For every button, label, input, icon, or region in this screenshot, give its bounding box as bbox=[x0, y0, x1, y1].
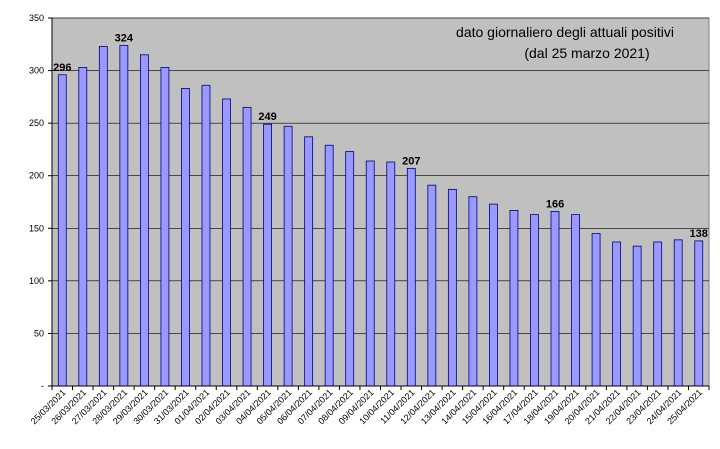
x-axis: 25/03/202126/03/202127/03/202128/03/2021… bbox=[29, 385, 710, 426]
y-tick-label: 300 bbox=[29, 66, 44, 76]
chart-title-line-1: dato giornaliero degli attuali positivi bbox=[456, 24, 674, 40]
bar bbox=[468, 196, 478, 387]
y-tick-label: 50 bbox=[34, 328, 44, 338]
data-labels: 296 324 249 207 166 138 bbox=[53, 32, 708, 240]
y-axis: - 50 100 150 200 250 300 350 bbox=[29, 13, 53, 391]
bar bbox=[489, 203, 498, 387]
y-tick-label: 100 bbox=[29, 276, 44, 286]
bar bbox=[653, 241, 663, 387]
bar bbox=[591, 233, 601, 387]
bar bbox=[571, 214, 580, 387]
plot-area bbox=[51, 17, 710, 387]
bar bbox=[632, 245, 642, 387]
bar bbox=[181, 88, 190, 387]
bar bbox=[365, 160, 375, 387]
bar bbox=[345, 151, 355, 387]
bar bbox=[509, 210, 519, 387]
bar bbox=[283, 125, 293, 387]
bar bbox=[612, 241, 622, 387]
y-tick-label: 150 bbox=[29, 223, 44, 233]
bar bbox=[324, 144, 334, 387]
bar bbox=[386, 161, 396, 387]
bar bbox=[673, 239, 683, 387]
bar bbox=[550, 211, 560, 387]
chart-title-line-2: (dal 25 marzo 2021) bbox=[524, 45, 649, 61]
data-label: 296 bbox=[53, 62, 71, 74]
data-label: 166 bbox=[546, 198, 564, 210]
bar bbox=[304, 136, 314, 387]
bar bbox=[263, 123, 272, 387]
bar bbox=[427, 184, 437, 387]
bar bbox=[119, 44, 129, 387]
data-label: 207 bbox=[402, 155, 420, 167]
bar bbox=[447, 188, 457, 387]
bar bbox=[98, 45, 108, 387]
bar bbox=[406, 167, 416, 387]
y-tick-label: 200 bbox=[29, 171, 44, 181]
data-label: 324 bbox=[115, 32, 134, 44]
bars bbox=[57, 44, 704, 387]
data-label: 249 bbox=[258, 111, 276, 123]
bar bbox=[530, 214, 539, 387]
bar bbox=[694, 240, 704, 387]
bar bbox=[222, 98, 231, 387]
y-tick-label: - bbox=[41, 381, 44, 391]
y-tick-label: 350 bbox=[29, 13, 44, 23]
bar bbox=[78, 67, 88, 387]
y-tick-label: 250 bbox=[29, 118, 44, 128]
bar bbox=[242, 106, 252, 387]
bar bbox=[57, 74, 67, 387]
bar bbox=[201, 84, 211, 387]
bar bbox=[139, 54, 149, 387]
data-label: 138 bbox=[690, 228, 708, 240]
bar bbox=[160, 67, 170, 387]
